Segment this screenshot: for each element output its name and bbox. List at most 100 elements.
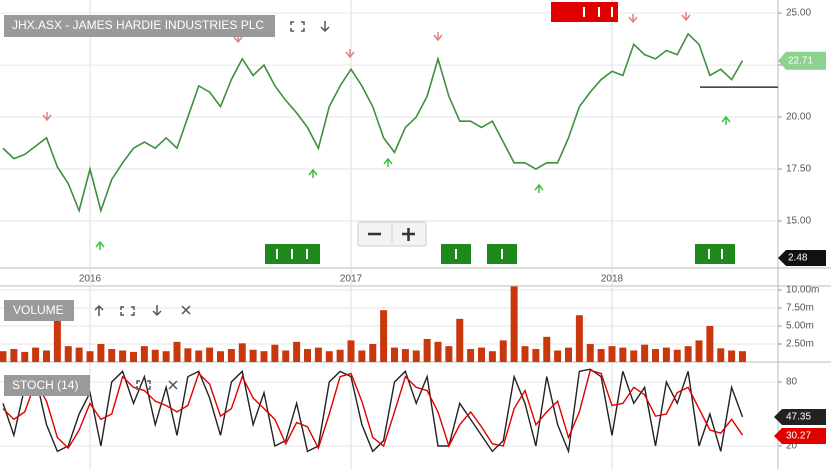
volume-bar: [32, 347, 40, 362]
volume-bar: [97, 344, 105, 362]
volume-bar: [456, 318, 464, 362]
volume-bar: [151, 349, 159, 362]
volume-bar: [684, 346, 692, 362]
volume-bar: [391, 347, 398, 362]
volume-bar: [673, 349, 681, 362]
volume-bar: [249, 349, 257, 362]
plot: [2, 368, 744, 455]
toolbar[interactable]: [94, 304, 191, 317]
toolbar[interactable]: [290, 21, 330, 33]
volume-bar: [695, 340, 703, 362]
series-line: [2, 369, 744, 450]
y-tick-label: 7.50m: [786, 303, 814, 314]
toolbar[interactable]: [136, 380, 178, 390]
volume-bar: [510, 286, 518, 362]
volume-bar: [304, 349, 311, 362]
volume-bar: [662, 347, 670, 362]
volume-bar: [173, 341, 181, 362]
volume-bar: [227, 349, 235, 362]
panel-title: VOLUME: [13, 303, 64, 317]
volume-bar: [445, 346, 453, 362]
volume-bar: [706, 326, 714, 362]
y-tick-label: 80: [786, 377, 798, 388]
volume-bar: [293, 341, 301, 362]
volume-bar: [652, 349, 659, 362]
y-tick-label: 20.00: [786, 112, 811, 123]
signal-boxes: [265, 2, 735, 264]
volume-bar: [565, 347, 572, 362]
volume-bar: [53, 318, 61, 362]
volume-bar: [575, 315, 583, 362]
volume-bar: [358, 350, 366, 362]
x-tick-label: 2016: [79, 274, 102, 285]
zoom-control[interactable]: [357, 221, 427, 247]
volume-bar: [608, 346, 616, 362]
volume-bar: [64, 346, 72, 362]
last-value-tag: [774, 428, 826, 444]
volume-bar: [195, 350, 203, 362]
volume-bar: [206, 347, 214, 362]
y-tick-label: 20: [786, 441, 798, 452]
volume-bar: [325, 351, 333, 362]
last-value-label: 30.27: [786, 431, 811, 442]
series-line: [2, 32, 744, 214]
volume-bar: [543, 336, 551, 362]
volume-bar: [217, 351, 224, 362]
volume-bar: [184, 348, 192, 362]
volume-bar: [347, 340, 355, 362]
volume-bar: [641, 344, 649, 362]
y-tick-label: 10.00m: [786, 285, 819, 296]
last-value-label: 47.35: [786, 412, 811, 423]
volume-bar: [739, 351, 746, 362]
y-tick-label: 15.00: [786, 216, 811, 227]
x-tick-label: 2017: [340, 274, 363, 285]
volume-bar: [586, 344, 594, 362]
volume-bar: [401, 349, 409, 362]
y-tick-label: 5.00m: [786, 321, 814, 332]
volume-bar: [75, 347, 83, 362]
volume-bar: [619, 347, 627, 362]
volume-bar: [380, 310, 388, 362]
volume-bar: [43, 350, 50, 362]
y-tick-label: 2.50m: [786, 339, 814, 350]
volume-bar: [21, 351, 29, 362]
last-value-tag: [774, 409, 826, 425]
x-tick-label: 2018: [601, 274, 624, 285]
y-tick-label: 25.00: [786, 8, 811, 19]
title-box: [4, 375, 90, 396]
volume-bar: [412, 350, 420, 362]
indicator-tag: [778, 250, 826, 266]
plot: [2, 32, 744, 214]
volume-bar: [369, 344, 377, 362]
volume-bar: [119, 350, 127, 362]
buy-arrows: [95, 115, 731, 250]
volume-bar: [271, 344, 279, 362]
volume-bar: [336, 349, 344, 362]
volume-bar: [314, 347, 322, 362]
volume-bar: [86, 351, 94, 362]
series-line: [2, 368, 744, 455]
panel-title: STOCH (14): [12, 378, 78, 392]
volume-bar: [423, 338, 431, 362]
volume-bar: [260, 351, 268, 362]
volume-bar: [597, 349, 605, 362]
title-box: [4, 300, 74, 321]
volume-bar: [282, 350, 290, 362]
last-price-tag: [778, 51, 826, 70]
chart-title: JHX.ASX - JAMES HARDIE INDUSTRIES PLC: [12, 18, 264, 32]
title-box: [4, 15, 275, 37]
volume-bar: [162, 351, 170, 362]
volume-bar: [521, 346, 529, 362]
volume-bar: [130, 351, 137, 362]
volume-bar: [140, 346, 148, 362]
volume-bar: [630, 350, 638, 362]
volume-bar: [717, 348, 725, 362]
volume-bar: [554, 350, 562, 362]
volume-bar: [10, 349, 18, 362]
volume-bar: [499, 340, 507, 362]
volume-bar: [434, 341, 442, 362]
y-tick-label: 17.50: [786, 164, 811, 175]
volume-bar: [488, 351, 496, 362]
